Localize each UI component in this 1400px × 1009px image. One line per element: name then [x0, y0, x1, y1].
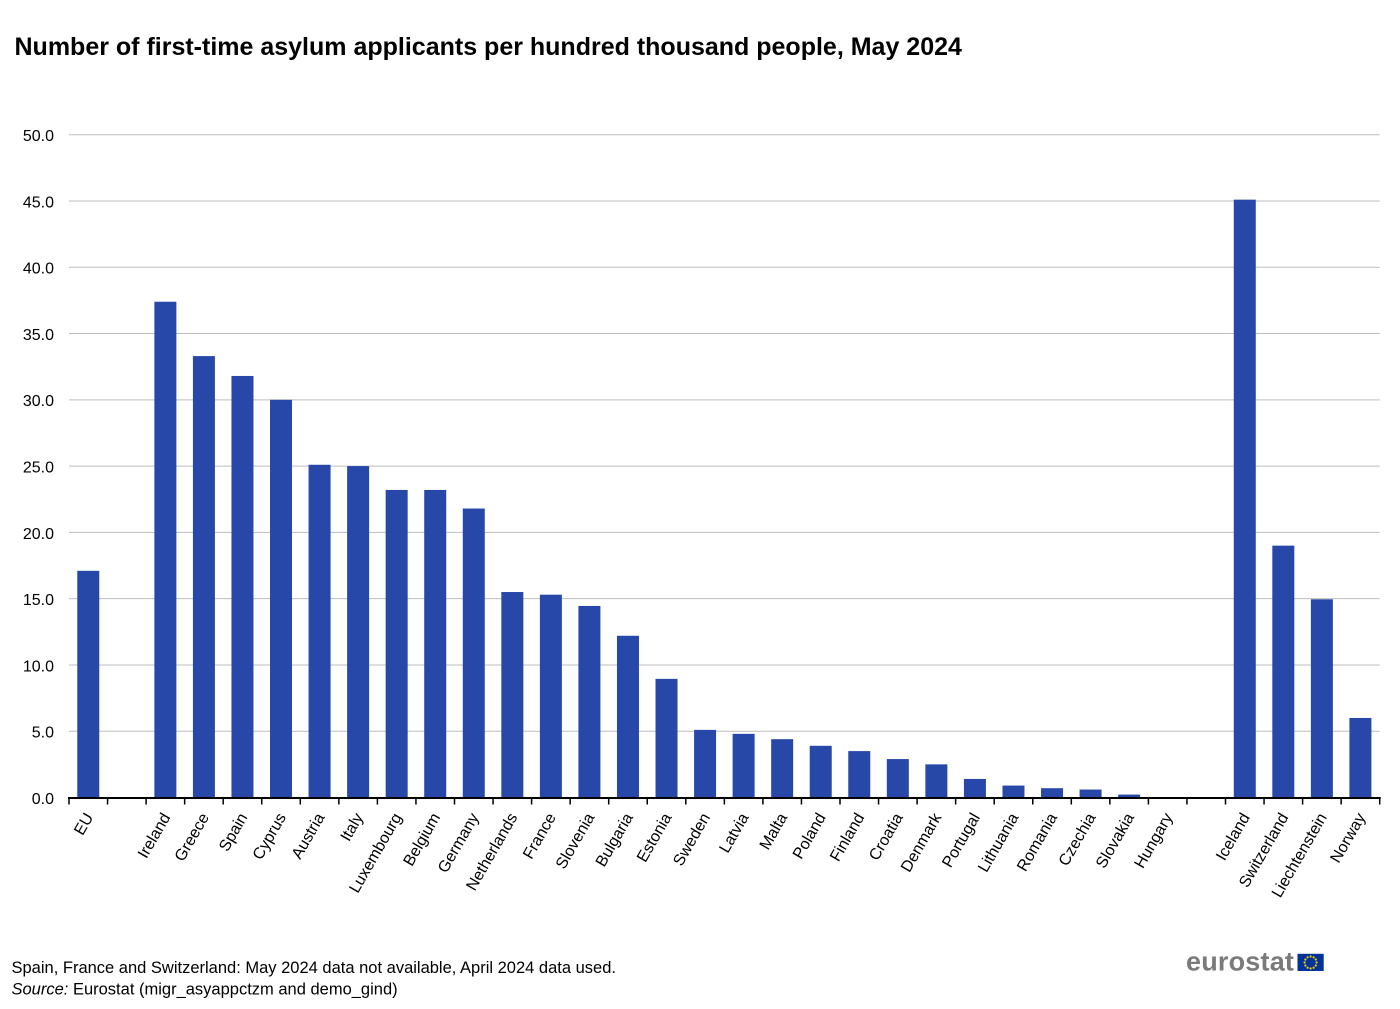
svg-text:0.0: 0.0 [32, 791, 54, 808]
svg-text:Spain, France and Switzerland:: Spain, France and Switzerland: May 2024 … [12, 959, 616, 977]
svg-text:Source: Eurostat (migr_asyappc: Source: Eurostat (migr_asyappctzm and de… [12, 981, 398, 999]
svg-text:50.0: 50.0 [23, 128, 54, 145]
svg-text:Number of first-time asylum ap: Number of first-time asylum applicants p… [15, 33, 963, 61]
svg-text:eurostat: eurostat [1186, 947, 1294, 977]
svg-text:40.0: 40.0 [23, 261, 54, 278]
svg-text:35.0: 35.0 [23, 327, 54, 344]
svg-text:30.0: 30.0 [23, 393, 54, 410]
svg-text:5.0: 5.0 [32, 725, 54, 742]
svg-text:45.0: 45.0 [23, 194, 54, 211]
svg-text:15.0: 15.0 [23, 592, 54, 609]
svg-text:10.0: 10.0 [23, 658, 54, 675]
svg-text:25.0: 25.0 [23, 460, 54, 477]
svg-text:20.0: 20.0 [23, 526, 54, 543]
